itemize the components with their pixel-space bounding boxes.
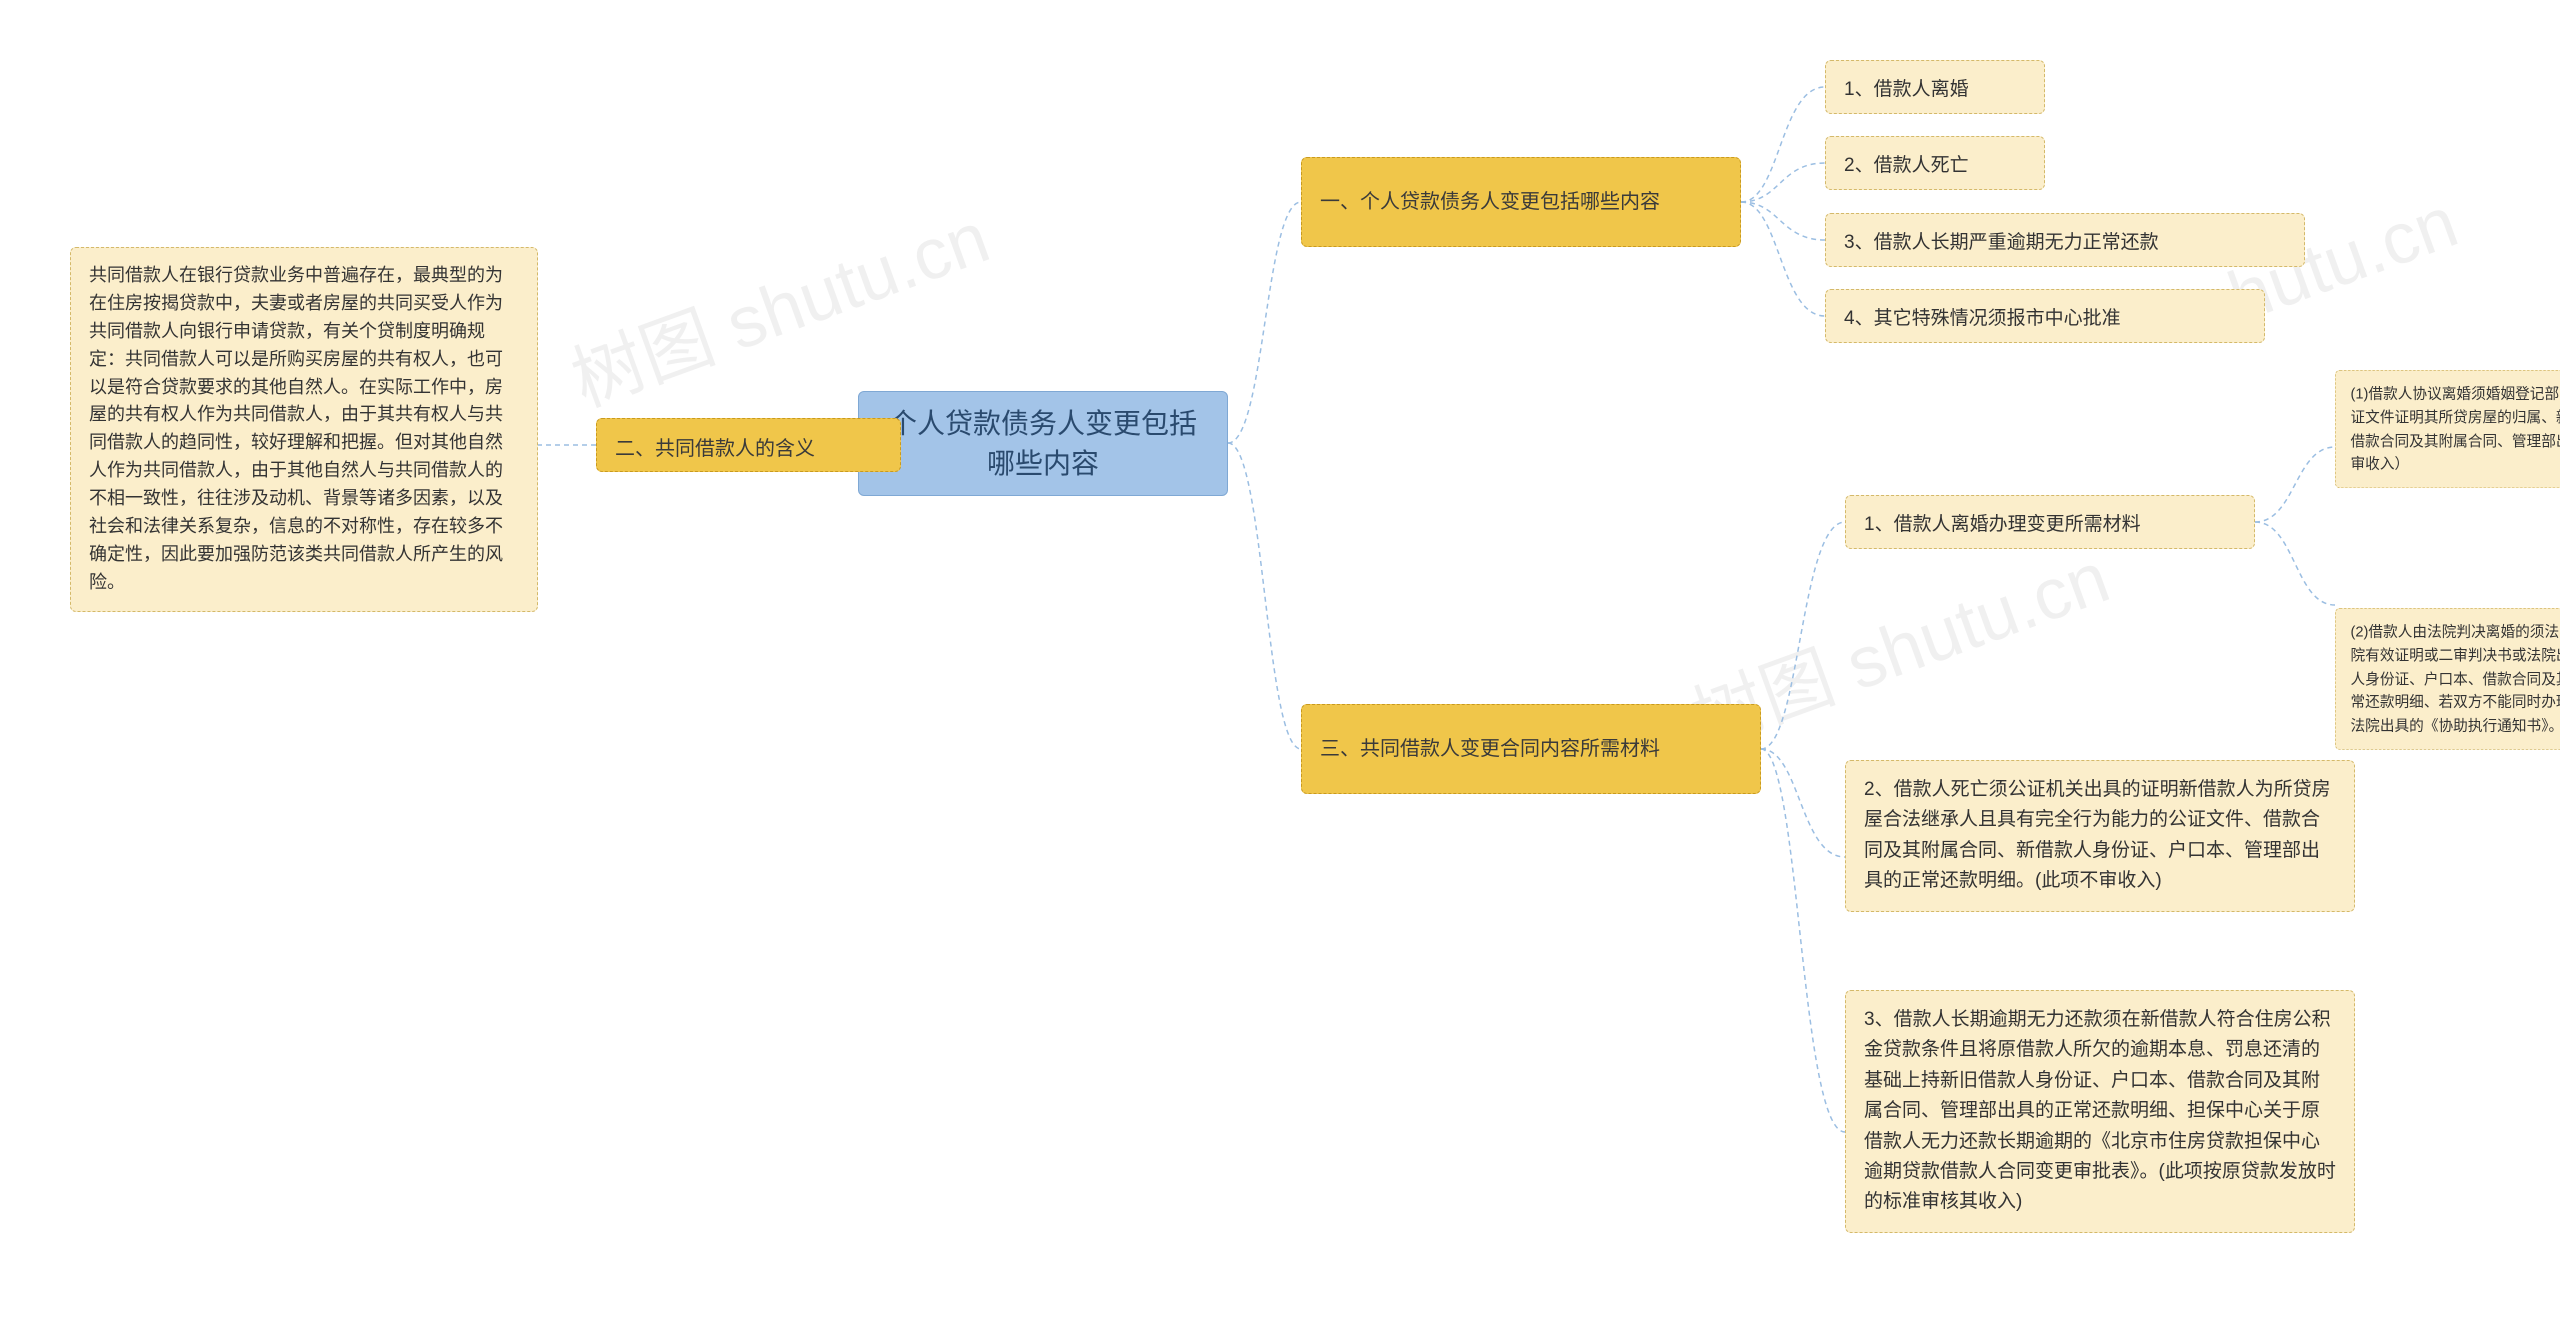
- branch-2: 二、共同借款人的含义: [596, 418, 901, 472]
- branch-2-detail: 共同借款人在银行贷款业务中普遍存在，最典型的为在住房按揭贷款中，夫妻或者房屋的共…: [70, 247, 538, 612]
- branch-3-item-2: 2、借款人死亡须公证机关出具的证明新借款人为所贷房屋合法继承人且具有完全行为能力…: [1845, 760, 2355, 912]
- branch-3-item-1-sub-2: (2)借款人由法院判决离婚的须法院有效判决书(一审判决书及法院有效证明或二审判决…: [2335, 608, 2560, 750]
- branch-1-item-4: 4、其它特殊情况须报市中心批准: [1825, 289, 2265, 343]
- branch-1-item-1: 1、借款人离婚: [1825, 60, 2045, 114]
- branch-1: 一、个人贷款债务人变更包括哪些内容: [1301, 157, 1741, 247]
- root-node: 个人贷款债务人变更包括哪些内容: [858, 391, 1228, 496]
- branch-3: 三、共同借款人变更合同内容所需材料: [1301, 704, 1761, 794]
- branch-1-item-2: 2、借款人死亡: [1825, 136, 2045, 190]
- watermark: 树图 shutu.cn: [555, 179, 1001, 427]
- branch-3-item-3: 3、借款人长期逾期无力还款须在新借款人符合住房公积金贷款条件且将原借款人所欠的逾…: [1845, 990, 2355, 1233]
- branch-1-item-3: 3、借款人长期严重逾期无力正常还款: [1825, 213, 2305, 267]
- branch-3-item-1: 1、借款人离婚办理变更所需材料: [1845, 495, 2255, 549]
- branch-3-item-1-sub-1: (1)借款人协议离婚须婚姻登记部门的离婚证明和公证机关的公证文件证明其所贷房屋的…: [2335, 370, 2560, 488]
